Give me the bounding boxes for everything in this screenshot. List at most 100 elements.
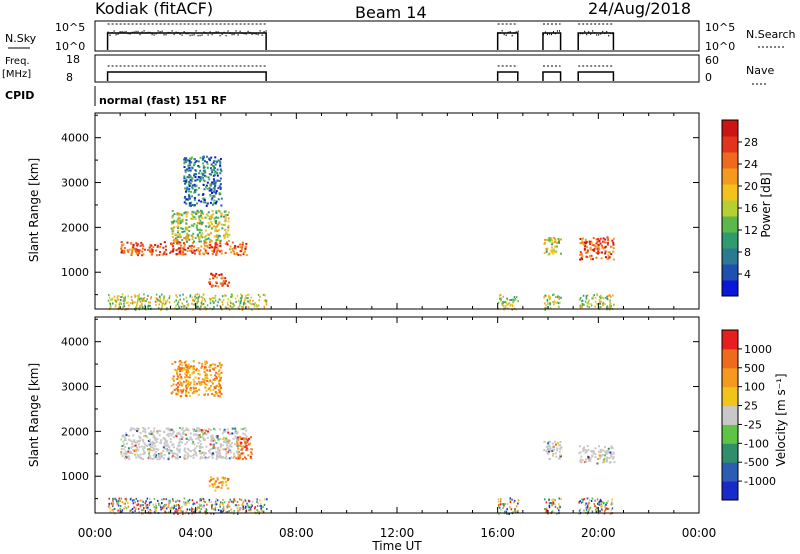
heatmap-cell — [187, 363, 190, 366]
heatmap-cell — [210, 437, 213, 440]
heatmap-cell — [208, 189, 211, 192]
heatmap-cell — [195, 305, 198, 308]
nsearch-label: N.Search — [746, 28, 796, 41]
heatmap-cell — [212, 512, 215, 515]
heatmap-cell — [163, 436, 166, 439]
colorbar-swatch — [722, 152, 738, 169]
heatmap-cell — [515, 296, 518, 299]
heatmap-cell — [610, 305, 612, 308]
heatmap-cell — [228, 239, 231, 242]
heatmap-cell — [553, 300, 556, 303]
heatmap-cell — [213, 235, 216, 238]
heatmap-cell — [609, 512, 612, 515]
heatmap-cell — [193, 383, 196, 386]
heatmap-cell — [167, 456, 170, 459]
heatmap-cell — [204, 250, 207, 253]
heatmap-cell — [122, 434, 125, 437]
heatmap-cell — [195, 296, 198, 299]
heatmap-cell — [224, 437, 227, 440]
heatmap-cell — [220, 277, 223, 280]
heatmap-cell — [122, 243, 125, 246]
heatmap-cell — [509, 506, 511, 509]
heatmap-cell — [221, 444, 224, 447]
heatmap-cell — [601, 453, 604, 456]
noise-point — [135, 30, 137, 33]
heatmap-cell — [183, 166, 186, 169]
heatmap-cell — [211, 191, 214, 194]
heatmap-cell — [240, 305, 243, 308]
heatmap-cell — [176, 375, 179, 378]
heatmap-cell — [202, 162, 205, 165]
heatmap-cell — [192, 174, 195, 177]
heatmap-cell — [213, 196, 216, 199]
heatmap-cell — [107, 299, 110, 302]
heatmap-cell — [242, 505, 244, 508]
colorbar-tick-label: -500 — [744, 456, 769, 469]
heatmap-cell — [210, 190, 213, 193]
heatmap-cell — [221, 284, 224, 287]
heatmap-cell — [188, 508, 191, 511]
heatmap-cell — [141, 445, 144, 448]
heatmap-cell — [165, 447, 168, 450]
heatmap-cell — [185, 180, 188, 183]
heatmap-cell — [228, 501, 230, 504]
heatmap-cell — [240, 452, 243, 455]
heatmap-cell — [194, 447, 197, 450]
heatmap-cell — [186, 236, 189, 239]
heatmap-cell — [513, 501, 515, 504]
heatmap-cell — [555, 455, 558, 458]
heatmap-cell — [154, 450, 157, 453]
heatmap-cell — [136, 249, 139, 252]
heatmap-cell — [230, 508, 232, 511]
noise-panel — [94, 20, 700, 52]
heatmap-cell — [218, 391, 221, 394]
heatmap-cell — [180, 305, 183, 308]
heatmap-cell — [146, 503, 148, 506]
noise-point — [203, 31, 205, 33]
heatmap-cell — [237, 447, 240, 450]
noise-point — [159, 30, 161, 33]
heatmap-cell — [165, 253, 168, 256]
heatmap-cell — [142, 504, 144, 507]
heatmap-cell — [217, 385, 220, 388]
heatmap-cell — [141, 302, 143, 305]
heatmap-cell — [226, 487, 229, 490]
heatmap-cell — [249, 299, 251, 302]
heatmap-cell — [239, 302, 242, 305]
heatmap-cell — [246, 441, 249, 444]
heatmap-cell — [185, 384, 188, 387]
heatmap-cell — [601, 505, 603, 508]
heatmap-cell — [161, 498, 163, 501]
heatmap-cell — [136, 303, 138, 306]
heatmap-cell — [607, 507, 610, 510]
heatmap-cell — [216, 229, 219, 232]
freq-panel — [94, 54, 700, 83]
noise-point — [257, 33, 259, 36]
heatmap-cell — [212, 277, 215, 280]
noise-point — [241, 32, 243, 34]
heatmap-cell — [234, 247, 237, 250]
heatmap-cell — [206, 503, 208, 506]
heatmap-cell — [546, 299, 549, 302]
heatmap-cell — [603, 457, 606, 460]
noise-line — [496, 32, 519, 50]
heatmap-cell — [185, 189, 188, 192]
heatmap-cell — [254, 507, 256, 510]
heatmap-cell — [612, 453, 615, 456]
heatmap-cell — [177, 391, 180, 394]
heatmap-cell — [150, 297, 152, 300]
heatmap-cell — [215, 435, 218, 438]
heatmap-cell — [180, 244, 183, 247]
heatmap-cell — [148, 501, 151, 504]
heatmap-cell — [611, 457, 614, 460]
heatmap-cell — [219, 481, 222, 484]
heatmap-cell — [608, 306, 611, 309]
heatmap-cell — [210, 239, 213, 242]
heatmap-cell — [161, 302, 163, 305]
heatmap-cell — [169, 500, 171, 503]
heatmap-cell — [171, 215, 174, 218]
heatmap-cell — [220, 456, 223, 459]
heatmap-cell — [191, 302, 193, 305]
heatmap-cell — [185, 306, 188, 309]
